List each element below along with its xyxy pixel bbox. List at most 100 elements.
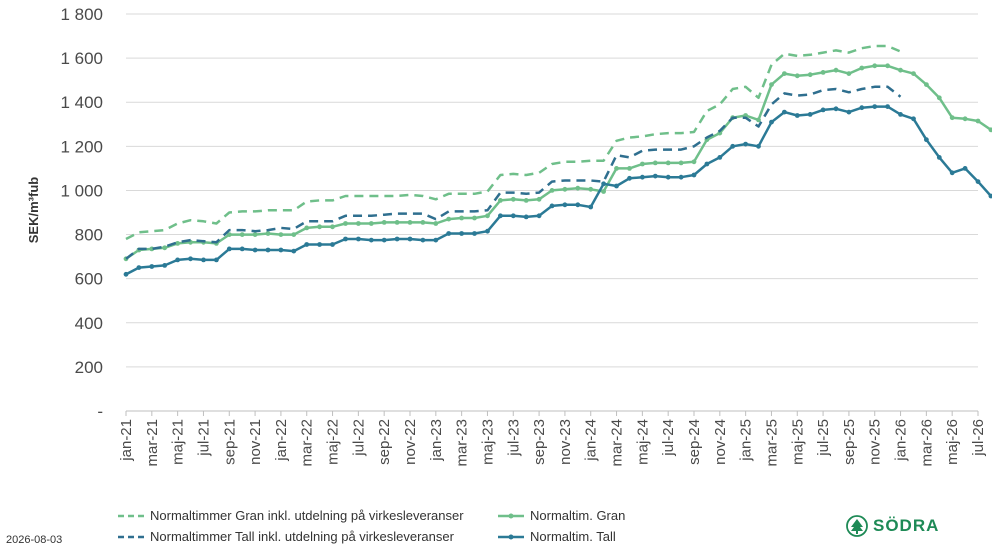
data-point — [833, 67, 839, 73]
data-point — [239, 246, 245, 252]
x-tick-label: jan-23 — [428, 419, 445, 462]
data-point — [175, 241, 181, 246]
data-point — [265, 231, 271, 236]
x-tick-label: jul-24 — [660, 419, 677, 457]
x-tick-label: jan-26 — [893, 419, 910, 462]
data-point — [433, 237, 439, 243]
data-point — [510, 213, 516, 219]
data-point — [704, 161, 710, 167]
data-point — [614, 183, 619, 189]
data-point — [730, 143, 736, 149]
data-point — [265, 247, 271, 253]
data-point — [691, 172, 697, 178]
data-point — [536, 196, 542, 202]
data-point — [833, 106, 839, 112]
data-point — [407, 236, 413, 242]
data-point — [420, 237, 426, 243]
data-point — [291, 232, 297, 238]
data-point — [356, 236, 361, 242]
x-tick-label: sep-22 — [376, 419, 393, 465]
y-tick-label: 400 — [75, 314, 103, 333]
data-point — [330, 224, 335, 230]
data-point — [252, 232, 258, 238]
logo-text: SÖDRA — [873, 516, 940, 535]
series-0 — [125, 44, 901, 241]
x-tick-label: mar-21 — [144, 419, 161, 467]
data-point — [485, 213, 490, 219]
x-tick-label: sep-24 — [686, 419, 703, 465]
x-tick-label: sep-21 — [221, 419, 238, 465]
x-tick-label: nov-21 — [247, 419, 264, 465]
data-point — [278, 232, 284, 238]
legend-item-tall: Normaltim. Tall — [498, 529, 638, 544]
data-point — [962, 116, 968, 122]
data-point — [949, 170, 955, 176]
data-point — [640, 161, 645, 167]
data-point — [924, 137, 929, 143]
x-tick-label: maj-21 — [170, 419, 187, 465]
y-tick-label: 800 — [75, 226, 103, 245]
data-point — [794, 73, 800, 79]
data-point — [394, 220, 400, 225]
data-point — [936, 155, 942, 160]
data-point — [304, 225, 310, 231]
data-point — [446, 216, 452, 222]
data-point — [936, 95, 942, 101]
data-point — [575, 202, 581, 208]
data-point — [407, 220, 413, 225]
y-axis-ticks: - 200 400 600 800 1 000 1 200 1 400 1 600 1 800 — [60, 5, 103, 421]
data-point — [665, 160, 671, 166]
tree-icon — [846, 515, 868, 537]
series-2 — [125, 85, 902, 260]
data-point — [459, 231, 464, 236]
data-point — [911, 71, 916, 76]
data-point — [872, 63, 878, 69]
data-point — [162, 263, 168, 268]
data-point — [820, 107, 826, 113]
data-point — [175, 257, 181, 263]
y-tick-label: 1 000 — [60, 181, 103, 200]
data-point — [924, 82, 929, 87]
data-point — [252, 247, 258, 253]
data-point — [820, 70, 826, 75]
data-point — [214, 257, 219, 263]
series-3 — [123, 104, 992, 277]
y-tick-label: 600 — [75, 270, 103, 289]
data-point — [988, 127, 992, 133]
data-point — [394, 236, 400, 242]
data-point — [601, 181, 606, 187]
series-line — [125, 44, 901, 241]
data-point — [988, 193, 992, 199]
data-point — [575, 185, 581, 191]
data-point — [717, 155, 723, 160]
x-tick-label: mar-22 — [299, 419, 316, 467]
data-point — [317, 242, 322, 247]
data-point — [782, 71, 787, 76]
data-point — [317, 224, 322, 230]
legend-swatch-tall — [498, 534, 524, 539]
data-point — [588, 204, 594, 210]
x-tick-label: jul-26 — [970, 419, 987, 457]
data-point — [498, 198, 503, 203]
data-point — [510, 196, 516, 202]
data-point — [678, 174, 684, 180]
data-point — [549, 203, 555, 209]
data-point — [420, 220, 426, 225]
data-point — [743, 141, 748, 147]
data-point — [652, 160, 658, 166]
y-axis-label: SEK/m³fub — [26, 177, 41, 244]
x-tick-label: mar-24 — [609, 419, 626, 467]
series-group — [123, 44, 992, 277]
data-point — [588, 186, 594, 192]
data-point — [911, 116, 916, 122]
legend-swatch-gran — [498, 513, 524, 518]
data-point — [846, 109, 852, 115]
data-point — [368, 221, 374, 226]
y-tick-label: 1 800 — [60, 5, 103, 24]
data-point — [769, 82, 774, 87]
data-point — [898, 67, 903, 73]
series-1 — [123, 63, 992, 262]
data-point — [962, 166, 968, 171]
legend-label: Normaltim. Gran — [530, 508, 626, 523]
data-point — [794, 113, 800, 118]
